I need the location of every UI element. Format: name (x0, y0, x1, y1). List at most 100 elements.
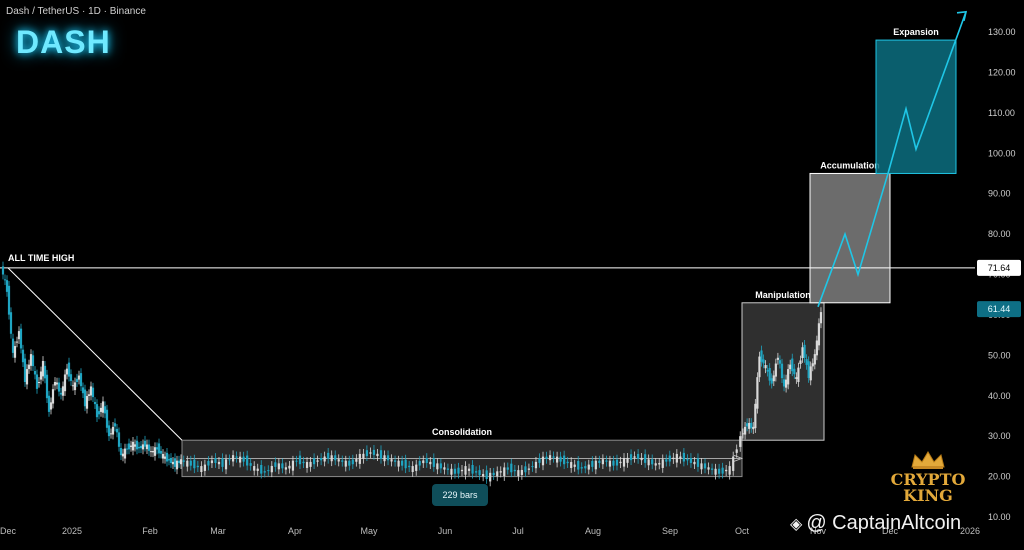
candle (601, 459, 604, 465)
candle (661, 459, 664, 468)
candle (489, 472, 492, 482)
crypto-king-logo: CRYPTO KING (888, 450, 968, 504)
binance-diamond-icon: ◈ (790, 516, 803, 533)
candle (735, 449, 738, 453)
candle (793, 368, 796, 375)
candle (496, 471, 499, 477)
brand-line2: KING (903, 486, 953, 505)
candle (686, 459, 689, 461)
y-tick-label: 110.00 (988, 108, 1015, 118)
y-tick-label: 30.00 (988, 431, 1011, 441)
candle (383, 455, 386, 462)
candle (577, 460, 580, 470)
candle (760, 350, 763, 362)
candle (17, 331, 21, 340)
candle (739, 436, 742, 447)
candle (200, 466, 203, 473)
candle (541, 456, 545, 466)
candle (376, 453, 379, 457)
candle (622, 457, 626, 467)
candle (182, 460, 185, 462)
brand-line1: CRYPTO (890, 470, 966, 489)
price-tag (977, 259, 1021, 276)
candle (103, 406, 107, 414)
candle (19, 328, 23, 349)
candle (460, 469, 464, 472)
candle (107, 425, 111, 437)
candle (752, 426, 755, 430)
candle (113, 423, 117, 427)
candle (679, 456, 682, 459)
candle (785, 379, 788, 388)
candle (665, 459, 668, 462)
candle (119, 448, 123, 456)
candle (267, 470, 270, 472)
candle (538, 458, 541, 463)
candle (393, 460, 397, 462)
candle (672, 457, 675, 460)
candle (594, 460, 597, 470)
candle (125, 448, 129, 450)
candle (817, 323, 821, 346)
x-tick-label: Sep (662, 526, 678, 536)
candle (159, 450, 163, 454)
candle (33, 370, 37, 375)
candle (65, 368, 69, 375)
candle (173, 458, 177, 467)
candle (728, 466, 731, 475)
candle (700, 463, 703, 470)
candle (559, 456, 562, 462)
candle (587, 464, 590, 470)
candle (762, 359, 765, 364)
candle (787, 369, 790, 385)
credit-text: @ CaptainAltcoin (806, 512, 962, 534)
candle (718, 468, 721, 474)
candle (149, 451, 153, 453)
candle (97, 411, 101, 415)
candle (105, 409, 109, 428)
y-tick-label: 130.00 (988, 27, 1016, 37)
zone-label: Expansion (893, 27, 939, 37)
candle (432, 458, 435, 467)
x-tick-label: Nov (810, 526, 827, 536)
candle (157, 443, 161, 454)
candle (457, 467, 460, 474)
candle (89, 386, 93, 396)
candle (439, 463, 442, 469)
candle (725, 469, 728, 472)
candle (291, 460, 295, 471)
candle (323, 456, 326, 462)
candle (47, 395, 51, 412)
candle (801, 347, 804, 359)
candle (644, 454, 647, 463)
candle (295, 460, 298, 462)
bars-badge (432, 484, 488, 506)
candle (379, 450, 383, 459)
candle (155, 447, 159, 450)
candle (111, 426, 115, 435)
candle (750, 422, 753, 428)
candle (21, 349, 25, 363)
candle (141, 444, 145, 450)
candle (789, 364, 792, 370)
candle (5, 280, 9, 292)
candle (591, 460, 594, 467)
candle (246, 455, 249, 466)
candle (231, 455, 235, 462)
candle (450, 468, 453, 475)
candle (807, 361, 810, 378)
candle (358, 453, 361, 464)
x-tick-label: Dec (882, 526, 899, 536)
candle (7, 285, 11, 315)
candle (573, 464, 576, 467)
candle (143, 440, 147, 447)
candle (506, 467, 509, 470)
candle (748, 422, 751, 429)
x-tick-label: Feb (142, 526, 158, 536)
candle (429, 461, 432, 465)
candle (260, 464, 263, 474)
candle (689, 457, 693, 463)
candle (235, 456, 238, 458)
candle (675, 453, 678, 463)
